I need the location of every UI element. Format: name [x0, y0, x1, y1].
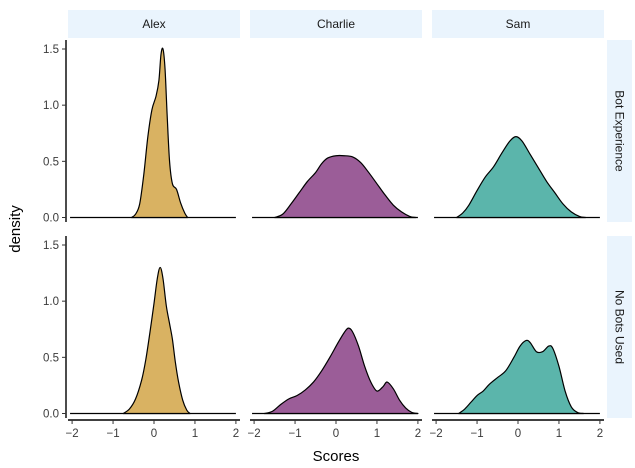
facet-label-no-bots-used: No Bots Used: [613, 290, 627, 364]
x-tick-label-charlie-4: 2: [415, 428, 421, 440]
x-tick-label-charlie-2: 0: [333, 428, 339, 440]
density-area-charlie-bot-experience: [273, 154, 417, 219]
density-area-charlie-no-bots-used: [263, 327, 419, 415]
x-tick-label-alex-0: −2: [66, 428, 79, 440]
x-tick-label-charlie-0: −2: [248, 428, 261, 440]
x-tick-label-alex-1: −1: [106, 428, 119, 440]
density-area-alex-bot-experience: [130, 47, 189, 219]
x-tick-label-alex-3: 1: [192, 428, 198, 440]
x-tick-label-sam-0: −2: [430, 428, 443, 440]
x-tick-label-alex-2: 0: [151, 428, 157, 440]
x-tick-label-sam-4: 2: [597, 428, 603, 440]
x-tick-label-charlie-1: −1: [288, 428, 301, 440]
facet-strip-alex: [68, 10, 240, 38]
y-tick-label-bot-experience-1: 0.5: [43, 156, 59, 168]
x-tick-label-alex-4: 2: [233, 428, 239, 440]
x-tick-label-sam-3: 1: [556, 428, 562, 440]
x-tick-label-sam-1: −1: [470, 428, 483, 440]
y-axis-title: density: [7, 205, 24, 253]
density-area-sam-no-bots-used: [458, 339, 585, 415]
facet-strip-charlie: [250, 10, 422, 38]
facet-label-sam: Sam: [506, 17, 531, 31]
x-tick-label-sam-2: 0: [515, 428, 521, 440]
y-tick-label-no-bots-used-2: 1.0: [43, 296, 59, 308]
facet-label-bot-experience: Bot Experience: [613, 90, 627, 172]
x-tick-label-charlie-3: 1: [374, 428, 380, 440]
y-tick-label-no-bots-used-1: 0.5: [43, 352, 59, 364]
facet-strip-bot-experience: [607, 40, 632, 222]
y-tick-label-bot-experience-3: 1.5: [43, 44, 59, 56]
facet-strip-sam: [432, 10, 604, 38]
facet-label-alex: Alex: [142, 17, 165, 31]
facet-label-charlie: Charlie: [317, 17, 355, 31]
y-tick-label-no-bots-used-3: 1.5: [43, 240, 59, 252]
y-tick-label-bot-experience-0: 0.0: [43, 213, 59, 225]
y-tick-label-bot-experience-2: 1.0: [43, 100, 59, 112]
facet-strip-no-bots-used: [607, 236, 632, 418]
density-area-sam-bot-experience: [455, 136, 587, 219]
y-tick-label-no-bots-used-0: 0.0: [43, 409, 59, 421]
density-area-alex-no-bots-used: [122, 266, 191, 415]
x-axis-title: Scores: [313, 448, 360, 465]
